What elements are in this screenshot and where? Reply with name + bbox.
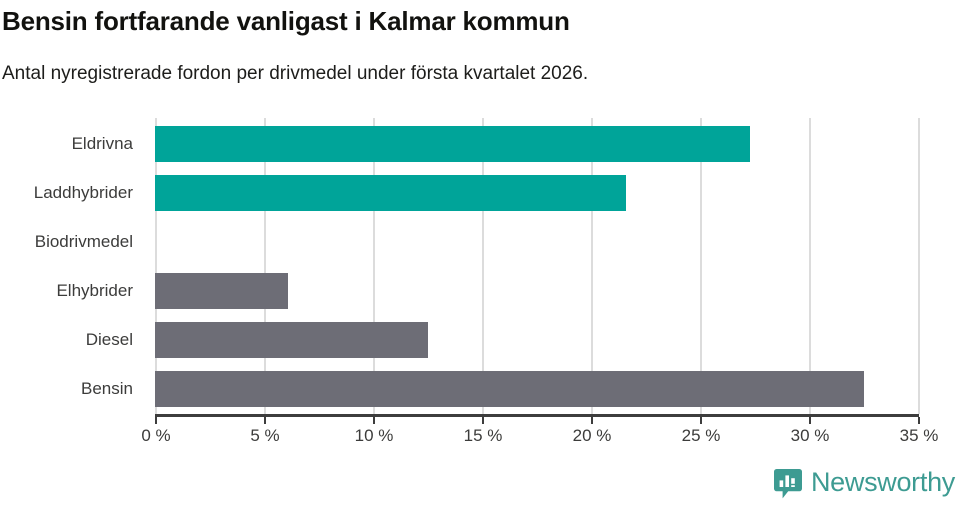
bar-diesel[interactable] bbox=[155, 322, 428, 358]
bar-laddhybrider[interactable] bbox=[155, 175, 626, 211]
chart-footer: Newsworthy bbox=[0, 460, 960, 505]
x-axis-tick bbox=[918, 417, 920, 424]
bar-elhybrider[interactable] bbox=[155, 273, 288, 309]
y-axis-label-laddhybrider: Laddhybrider bbox=[33, 183, 133, 202]
x-axis-tick-label: 20 % bbox=[572, 426, 612, 445]
x-axis-tick bbox=[264, 417, 266, 424]
x-axis-tick-label: 10 % bbox=[354, 426, 394, 445]
x-axis-tick bbox=[482, 417, 484, 424]
newsworthy-wordmark: Newsworthy bbox=[810, 466, 955, 497]
x-axis-line bbox=[155, 414, 919, 417]
bar-bensin[interactable] bbox=[155, 371, 864, 407]
x-axis-tick-label: 15 % bbox=[463, 426, 503, 445]
x-axis-tick-label: 30 % bbox=[790, 426, 830, 445]
newsworthy-bar-chart-bubble-icon bbox=[773, 469, 802, 499]
y-axis-label-elhybrider: Elhybrider bbox=[56, 281, 133, 300]
bar-eldrivna[interactable] bbox=[155, 126, 751, 162]
y-axis-label-eldrivna: Eldrivna bbox=[71, 134, 133, 153]
x-axis-tick bbox=[591, 417, 593, 424]
x-axis-tick bbox=[700, 417, 702, 424]
gridline bbox=[700, 118, 702, 414]
page-title: Bensin fortfarande vanligast i Kalmar ko… bbox=[2, 6, 570, 36]
gridline bbox=[918, 118, 920, 414]
x-axis-tick bbox=[809, 417, 811, 424]
newsworthy-logo[interactable]: Newsworthy bbox=[773, 466, 955, 499]
x-axis-tick-label: 0 % bbox=[141, 426, 171, 445]
gridline bbox=[482, 118, 484, 414]
y-axis-labels: Eldrivna Laddhybrider Biodrivmedel Elhybrid… bbox=[0, 118, 144, 414]
gridline bbox=[373, 118, 375, 414]
x-axis-tick bbox=[155, 417, 157, 424]
x-axis-tick bbox=[373, 417, 375, 424]
x-axis-tick-label: 5 % bbox=[250, 426, 280, 445]
chart-subtitle: Antal nyregistrerade fordon per drivmede… bbox=[2, 63, 589, 84]
gridline bbox=[264, 118, 266, 414]
gridline bbox=[155, 118, 157, 414]
plot-area bbox=[155, 118, 920, 414]
x-axis-tick-label: 25 % bbox=[681, 426, 721, 445]
y-axis-label-bensin: Bensin bbox=[81, 379, 133, 398]
y-axis-label-diesel: Diesel bbox=[85, 330, 133, 349]
bar-chart: Eldrivna Laddhybrider Biodrivmedel Elhybrid… bbox=[0, 118, 939, 445]
x-axis-tick-label: 35 % bbox=[899, 426, 939, 445]
gridline bbox=[809, 118, 811, 414]
gridline bbox=[591, 118, 593, 414]
y-axis-label-biodrivmedel: Biodrivmedel bbox=[34, 232, 133, 251]
